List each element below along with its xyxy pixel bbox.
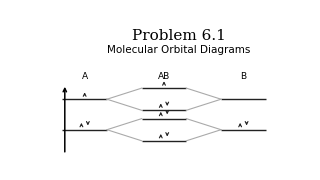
- Text: A: A: [82, 72, 88, 81]
- Text: B: B: [240, 72, 246, 81]
- Text: Problem 6.1: Problem 6.1: [132, 28, 226, 42]
- Text: AB: AB: [158, 72, 170, 81]
- Text: Molecular Orbital Diagrams: Molecular Orbital Diagrams: [107, 45, 251, 55]
